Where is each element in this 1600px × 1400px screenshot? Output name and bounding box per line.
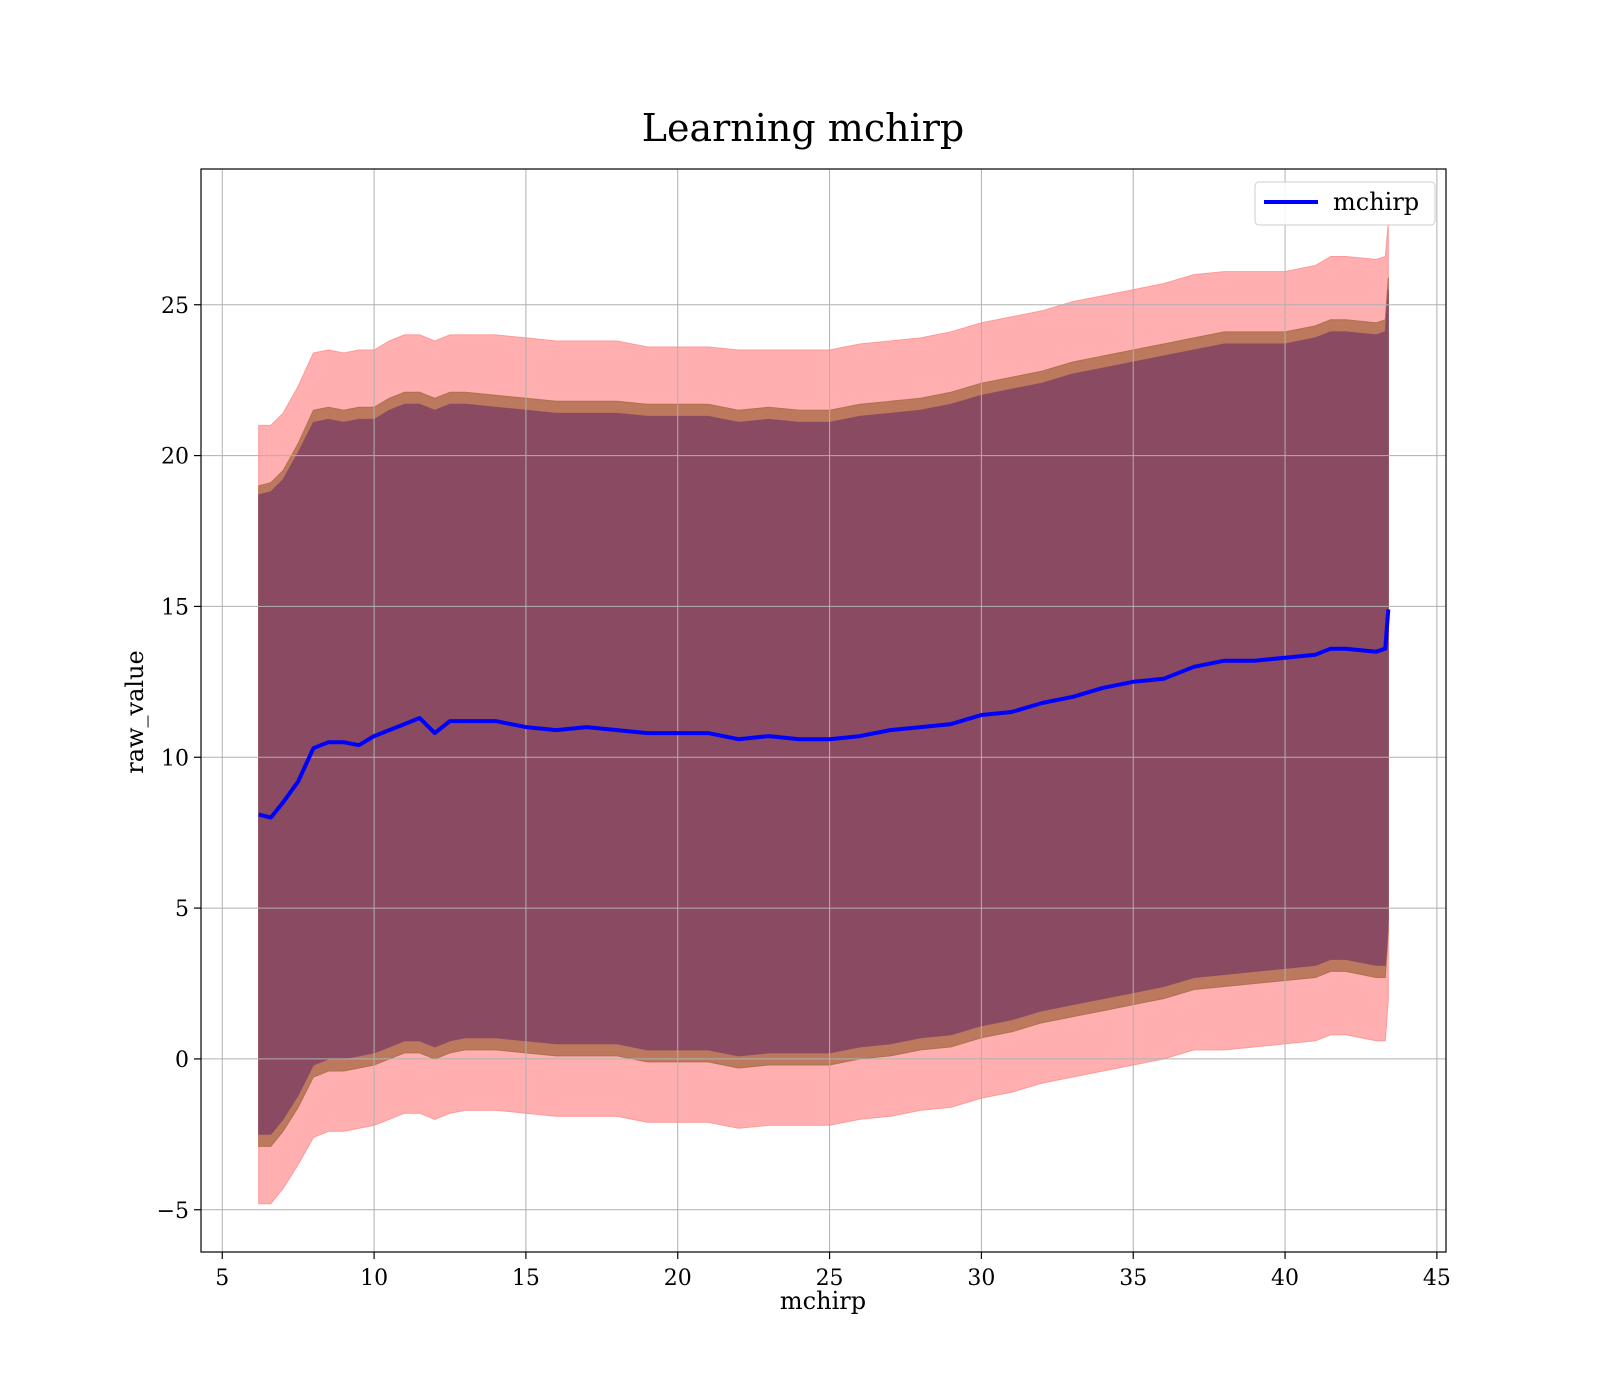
x-axis-ticks: 5 10 15 20 25 30 35 40 45 bbox=[215, 1252, 1451, 1291]
y-tick-label: 25 bbox=[161, 294, 189, 319]
x-tick-label: 30 bbox=[967, 1266, 995, 1291]
y-tick-label: 5 bbox=[175, 897, 189, 922]
series-line-mchirp bbox=[258, 609, 1391, 820]
y-axis-label: raw_value bbox=[121, 650, 149, 774]
y-tick-label: 20 bbox=[161, 445, 189, 470]
y-tick-label: 15 bbox=[161, 595, 189, 620]
x-tick-label: 25 bbox=[816, 1266, 844, 1291]
plot-area bbox=[200, 168, 1447, 1253]
x-tick-label: 5 bbox=[215, 1266, 229, 1291]
y-tick-label: −5 bbox=[157, 1199, 189, 1224]
plot-frame bbox=[200, 168, 1447, 1253]
legend: mchirp bbox=[1254, 181, 1436, 226]
series-lines bbox=[258, 609, 1391, 820]
x-tick-label: 15 bbox=[512, 1266, 540, 1291]
confidence-bands bbox=[258, 223, 1389, 1205]
y-tick-label: 10 bbox=[161, 746, 189, 771]
x-axis-label: mchirp bbox=[780, 1287, 866, 1315]
y-tick-label: 0 bbox=[175, 1048, 189, 1073]
grid-lines bbox=[201, 169, 1446, 1252]
x-tick-label: 20 bbox=[664, 1266, 692, 1291]
x-tick-label: 40 bbox=[1271, 1266, 1299, 1291]
y-axis-ticks: −5 0 5 10 15 20 25 bbox=[157, 294, 201, 1224]
x-tick-label: 10 bbox=[360, 1266, 388, 1291]
legend-entry-mchirp: mchirp bbox=[1333, 188, 1419, 216]
legend-box bbox=[1254, 181, 1436, 226]
x-tick-label: 45 bbox=[1423, 1266, 1451, 1291]
chart-title: Learning mchirp bbox=[642, 106, 964, 150]
x-tick-label: 35 bbox=[1119, 1266, 1147, 1291]
